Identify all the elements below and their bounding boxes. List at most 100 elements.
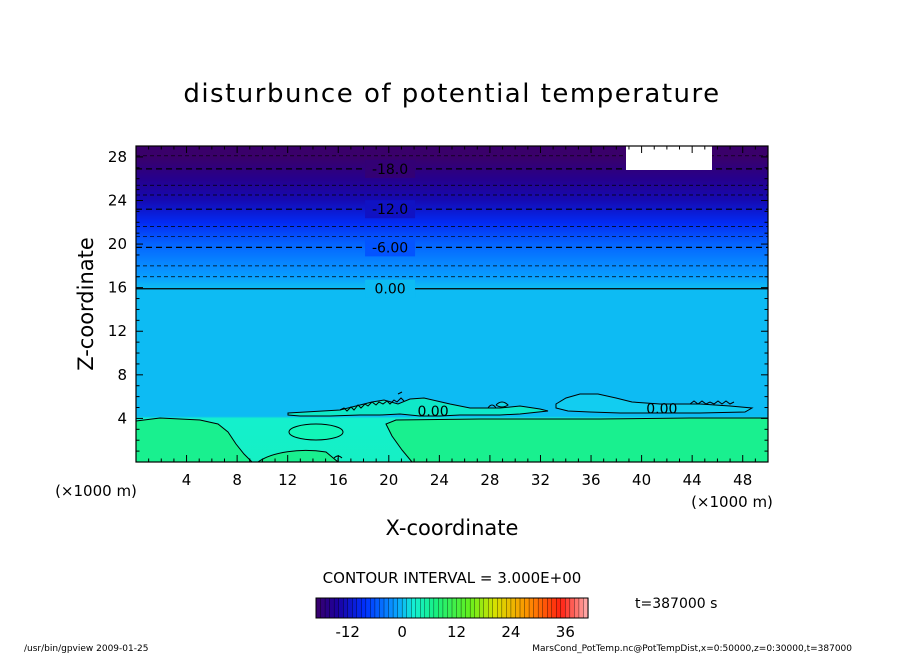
x-tick-label: 36 <box>581 471 600 489</box>
colorbar-cell <box>424 597 430 619</box>
chart-title: disturbunce of potential temperature <box>183 79 720 109</box>
colorbar-tick-label: 36 <box>556 623 575 641</box>
colorbar-cell <box>560 597 566 619</box>
y-tick-label: 4 <box>117 409 127 427</box>
colorbar-cell <box>519 597 526 619</box>
colorbar-cell <box>442 597 449 619</box>
contour-label-bg <box>365 159 416 178</box>
colorbar-cell <box>370 597 376 619</box>
contour-label: -12.0 <box>372 202 408 218</box>
blip-1 <box>487 404 497 409</box>
x-tick-label: 4 <box>182 471 192 489</box>
x-tick-labels: 4 8 12 16 20 24 28 32 36 40 44 48 <box>182 471 752 489</box>
colorbar-cell <box>343 597 349 619</box>
colorbar-cell <box>574 597 580 619</box>
colorbar-cell <box>474 597 480 619</box>
lower-right-lobe <box>385 417 768 462</box>
colorbar-cell <box>397 597 403 619</box>
ribbon-right-jag <box>689 400 735 405</box>
contour-label: 0.00 <box>374 282 405 298</box>
colorbar-cell <box>415 597 421 619</box>
colorbar-cell <box>542 597 548 619</box>
colorbar-cell <box>347 597 353 619</box>
colorbar-cell <box>469 597 476 619</box>
x-tick-label: 40 <box>632 471 651 489</box>
x-unit-left: (×1000 m) <box>55 482 137 500</box>
contour-label-bg <box>365 238 416 257</box>
blip-2 <box>495 401 509 408</box>
colorbar-cell <box>497 597 503 619</box>
colorbar-cell <box>533 597 539 619</box>
colorbar-tick-label: -12 <box>335 623 360 641</box>
x-unit-right: (×1000 m) <box>691 493 773 511</box>
x-tick-label: 44 <box>683 471 702 489</box>
colorbar-cell <box>392 597 399 619</box>
y-tick-label: 16 <box>108 279 127 297</box>
colorbar-cell <box>315 597 322 619</box>
contour-label: 0.00 <box>417 404 448 420</box>
colorbar <box>315 597 589 619</box>
colorbar-cell <box>329 597 335 619</box>
contour-label-bg <box>365 279 416 298</box>
x-tick-label: 12 <box>278 471 297 489</box>
y-tick-label: 24 <box>108 191 127 209</box>
colorbar-cell <box>556 597 562 619</box>
colorbar-cell <box>506 597 512 619</box>
colorbar-cell <box>565 597 571 619</box>
colorbar-tick-label: 0 <box>397 623 407 641</box>
colorbar-cell <box>547 597 553 619</box>
colorbar-cell <box>411 597 417 619</box>
colorbar-cell <box>501 597 507 619</box>
colorbar-cell <box>374 597 381 619</box>
colorbar-cell <box>510 597 517 619</box>
colorbar-cell <box>460 597 467 619</box>
colorbar-cell <box>406 597 412 619</box>
time-label: t=387000 s <box>635 596 717 612</box>
blip-3 <box>397 391 403 395</box>
colorbar-cell <box>324 597 331 619</box>
top-right-notch <box>626 146 712 170</box>
tick-marks <box>136 145 768 462</box>
colorbar-cell <box>492 597 498 619</box>
colorbar-cell <box>433 597 439 619</box>
colorbar-cell <box>479 597 485 619</box>
colorbar-cell <box>488 597 494 619</box>
y-tick-label: 20 <box>108 235 127 253</box>
x-tick-label: 24 <box>430 471 449 489</box>
colorbar-labels: -12 0 12 24 36 <box>335 623 574 641</box>
colorbar-cell <box>528 597 535 619</box>
colorbar-frame <box>315 597 589 619</box>
colorbar-cell <box>420 597 426 619</box>
colorbar-cell <box>388 597 394 619</box>
colorbar-cell <box>438 597 444 619</box>
colorbar-cell <box>338 597 344 619</box>
colorbar-cell <box>578 597 585 619</box>
contour-label-bg <box>365 200 416 219</box>
plot-area: -18.0 -12.0 -6.00 0.00 0.00 0.00 <box>136 146 768 462</box>
colorbar-cell <box>383 597 390 619</box>
contour-lines: -18.0 -12.0 -6.00 0.00 0.00 0.00 <box>136 155 768 420</box>
colorbar-cell <box>451 597 458 619</box>
inner-cell <box>288 423 344 441</box>
colorbar-cell <box>465 597 471 619</box>
colorbar-cell <box>352 597 358 619</box>
colorbar-cell <box>320 597 326 619</box>
x-tick-label: 32 <box>531 471 550 489</box>
footer-left: /usr/bin/gpview 2009-01-25 <box>24 644 148 654</box>
bottom-mound <box>257 449 339 462</box>
colorbar-cell <box>361 597 367 619</box>
colorbar-cell <box>551 597 557 619</box>
colorbar-cell <box>365 597 371 619</box>
colorbar-cell <box>447 597 453 619</box>
contour-label: -18.0 <box>372 162 408 178</box>
lower-left-lobe <box>136 417 253 462</box>
x-tick-label: 20 <box>379 471 398 489</box>
contour-label: -6.00 <box>372 240 408 256</box>
colorbar-cell <box>333 597 340 619</box>
y-tick-label: 12 <box>108 322 127 340</box>
colorbar-cell <box>515 597 521 619</box>
y-tick-label: 28 <box>108 148 127 166</box>
contour-label: 0.00 <box>646 402 677 418</box>
x-tick-label: 48 <box>733 471 752 489</box>
